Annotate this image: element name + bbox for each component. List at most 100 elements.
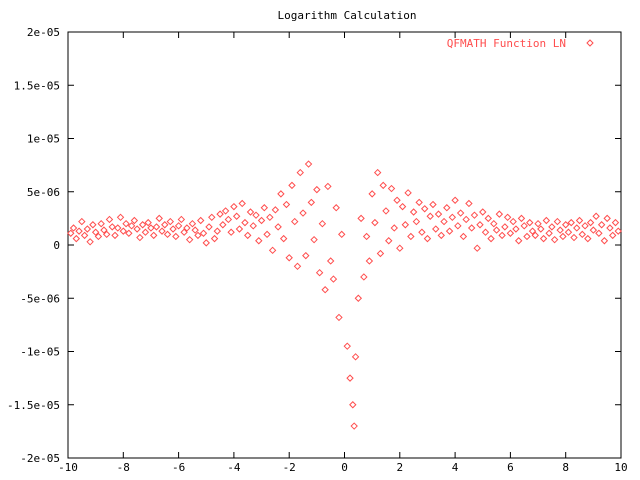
data-point	[365, 257, 374, 265]
data-point	[401, 221, 410, 229]
data-point	[235, 225, 244, 233]
data-point	[445, 227, 454, 235]
data-point	[91, 228, 100, 236]
data-point	[296, 168, 304, 177]
data-point	[550, 235, 559, 244]
data-point	[321, 286, 329, 294]
data-point	[266, 213, 274, 222]
data-point	[454, 222, 462, 230]
data-point	[409, 208, 418, 216]
data-point	[111, 231, 119, 240]
data-point	[89, 221, 97, 229]
data-point	[575, 216, 584, 225]
data-point	[100, 226, 108, 234]
data-point	[382, 207, 390, 215]
data-point	[216, 210, 224, 218]
data-point	[69, 224, 78, 232]
x-tick-label: 0	[341, 461, 348, 474]
data-point	[227, 228, 235, 236]
data-point	[484, 214, 492, 223]
data-point	[578, 230, 586, 239]
data-point	[462, 215, 470, 224]
x-tick-label: 4	[452, 461, 459, 474]
data-point	[282, 200, 291, 209]
data-point	[263, 230, 271, 239]
data-point	[80, 231, 89, 240]
y-tick-label: 0	[53, 239, 60, 252]
data-point	[503, 213, 512, 222]
data-point	[614, 227, 622, 235]
data-point	[138, 221, 147, 229]
data-point	[299, 209, 307, 217]
data-point	[180, 228, 188, 236]
data-point	[368, 190, 376, 198]
data-point	[520, 222, 528, 230]
data-point	[197, 216, 205, 225]
data-point	[581, 222, 589, 230]
data-point	[396, 244, 404, 252]
data-point	[103, 230, 111, 239]
data-point	[310, 235, 318, 244]
data-point	[302, 251, 310, 260]
data-point	[232, 212, 241, 220]
data-point	[161, 221, 169, 229]
data-point	[573, 224, 581, 232]
data-point	[350, 422, 358, 430]
data-point	[169, 225, 177, 233]
data-point	[329, 275, 338, 283]
data-point	[398, 202, 407, 211]
data-point	[490, 219, 498, 228]
data-point	[136, 233, 144, 242]
data-point	[429, 200, 437, 209]
data-point	[509, 217, 517, 226]
data-point	[210, 234, 219, 243]
data-point	[611, 218, 620, 227]
data-point	[202, 239, 210, 247]
data-point	[194, 231, 202, 240]
data-point	[526, 218, 534, 227]
data-point	[467, 224, 476, 232]
data-point	[440, 217, 448, 226]
y-tick-label: -1.5e-05	[7, 399, 60, 412]
data-point	[318, 219, 327, 228]
chart-title: Logarithm Calculation	[277, 9, 416, 22]
x-tick-label: -8	[117, 461, 130, 474]
data-point	[315, 268, 324, 277]
legend: QFMATH Function LN	[447, 37, 594, 50]
data-point	[481, 228, 490, 236]
data-point	[307, 198, 316, 207]
data-point	[224, 215, 233, 224]
data-point	[125, 229, 133, 237]
data-point	[420, 205, 429, 213]
data-point	[213, 227, 222, 235]
data-point	[443, 204, 451, 212]
data-point	[606, 224, 614, 232]
data-point	[561, 221, 570, 229]
data-point	[415, 198, 423, 207]
data-point	[155, 214, 163, 223]
data-point	[94, 232, 103, 241]
data-points	[67, 160, 622, 430]
data-point	[122, 219, 130, 228]
data-point	[603, 214, 611, 223]
data-point	[174, 222, 183, 230]
y-tick-label: -2e-05	[20, 452, 60, 465]
data-point	[277, 190, 285, 198]
data-point	[517, 214, 526, 223]
x-tick-label: 2	[396, 461, 403, 474]
data-point	[288, 181, 296, 190]
data-point	[221, 207, 230, 215]
data-point	[531, 231, 539, 240]
data-point	[570, 233, 578, 242]
data-point	[584, 234, 592, 243]
axes-ticks: -10 -8 -6 -4 -2 0 2 4 6 8 10 -2e-05 -1.5e-05 -1e-05 -5…	[7, 26, 628, 474]
data-point	[556, 226, 564, 234]
data-point	[238, 199, 246, 208]
data-point	[158, 227, 166, 235]
data-point	[479, 208, 487, 216]
data-point	[185, 235, 194, 244]
data-point	[141, 228, 150, 236]
data-point	[371, 218, 379, 227]
